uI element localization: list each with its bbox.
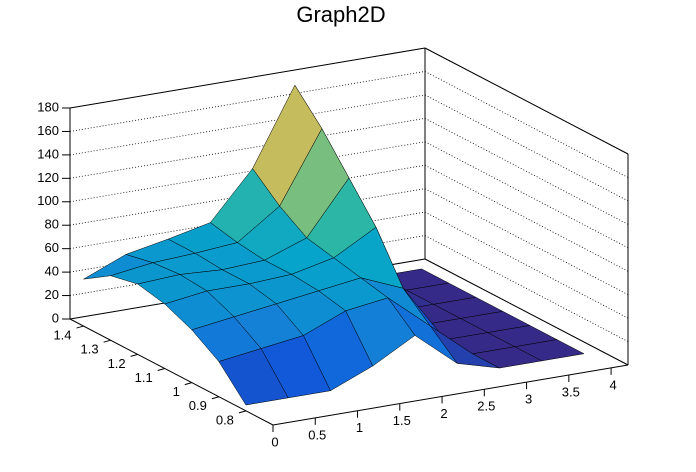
y-tick-label: 1.4 [53,328,71,343]
grid-line [424,188,629,296]
z-tick-label: 120 [37,170,59,185]
box-edge [69,47,426,109]
box-edge [424,258,629,366]
grid-line [424,211,629,319]
x-tick-label: 3 [525,392,532,407]
y-axis [69,318,274,426]
grid-line [424,164,629,272]
x-tick-label: 4 [609,377,616,392]
grid-line [69,117,426,179]
y-tick [238,410,247,414]
box-edge [424,47,629,155]
x-tick-label: 1.5 [393,413,411,428]
grid-line [69,94,426,156]
z-tick-label: 80 [45,217,59,232]
grid-line [424,235,629,342]
y-tick-label: 1.2 [108,356,126,371]
z-tick-label: 160 [37,123,59,138]
x-tick-label: 0.5 [308,427,326,442]
chart-title: Graph2D [296,2,385,27]
z-tick-label: 40 [45,264,59,279]
y-tick-label: 0.9 [189,398,207,413]
y-tick [184,382,192,386]
grid-line [424,94,629,202]
x-tick-label: 2 [440,406,447,421]
grid-line [424,71,629,178]
grid-line [69,71,426,132]
y-tick [211,396,220,400]
z-tick-label: 20 [45,287,59,302]
grid-line [69,141,426,203]
x-tick-label: 1 [356,420,363,435]
y-tick-label: 1.3 [81,342,99,357]
grid-line [424,117,629,225]
y-tick [157,367,165,371]
z-tick-label: 60 [45,240,59,255]
z-tick-label: 100 [37,193,59,208]
y-tick-label: 1.1 [135,370,153,385]
z-tick-label: 180 [37,99,59,114]
z-tick-label: 0 [52,310,59,325]
y-tick [103,339,111,343]
y-tick [76,325,84,329]
grid-line [424,141,629,249]
y-tick-label: 0.8 [216,412,234,427]
x-tick-label: 2.5 [477,399,495,414]
y-tick [130,353,138,357]
x-tick-label: 3.5 [562,384,580,399]
y-tick-label: 1 [173,384,180,399]
x-tick-label: 0 [271,434,278,449]
z-tick-label: 140 [37,146,59,161]
surface-cell [218,348,289,406]
